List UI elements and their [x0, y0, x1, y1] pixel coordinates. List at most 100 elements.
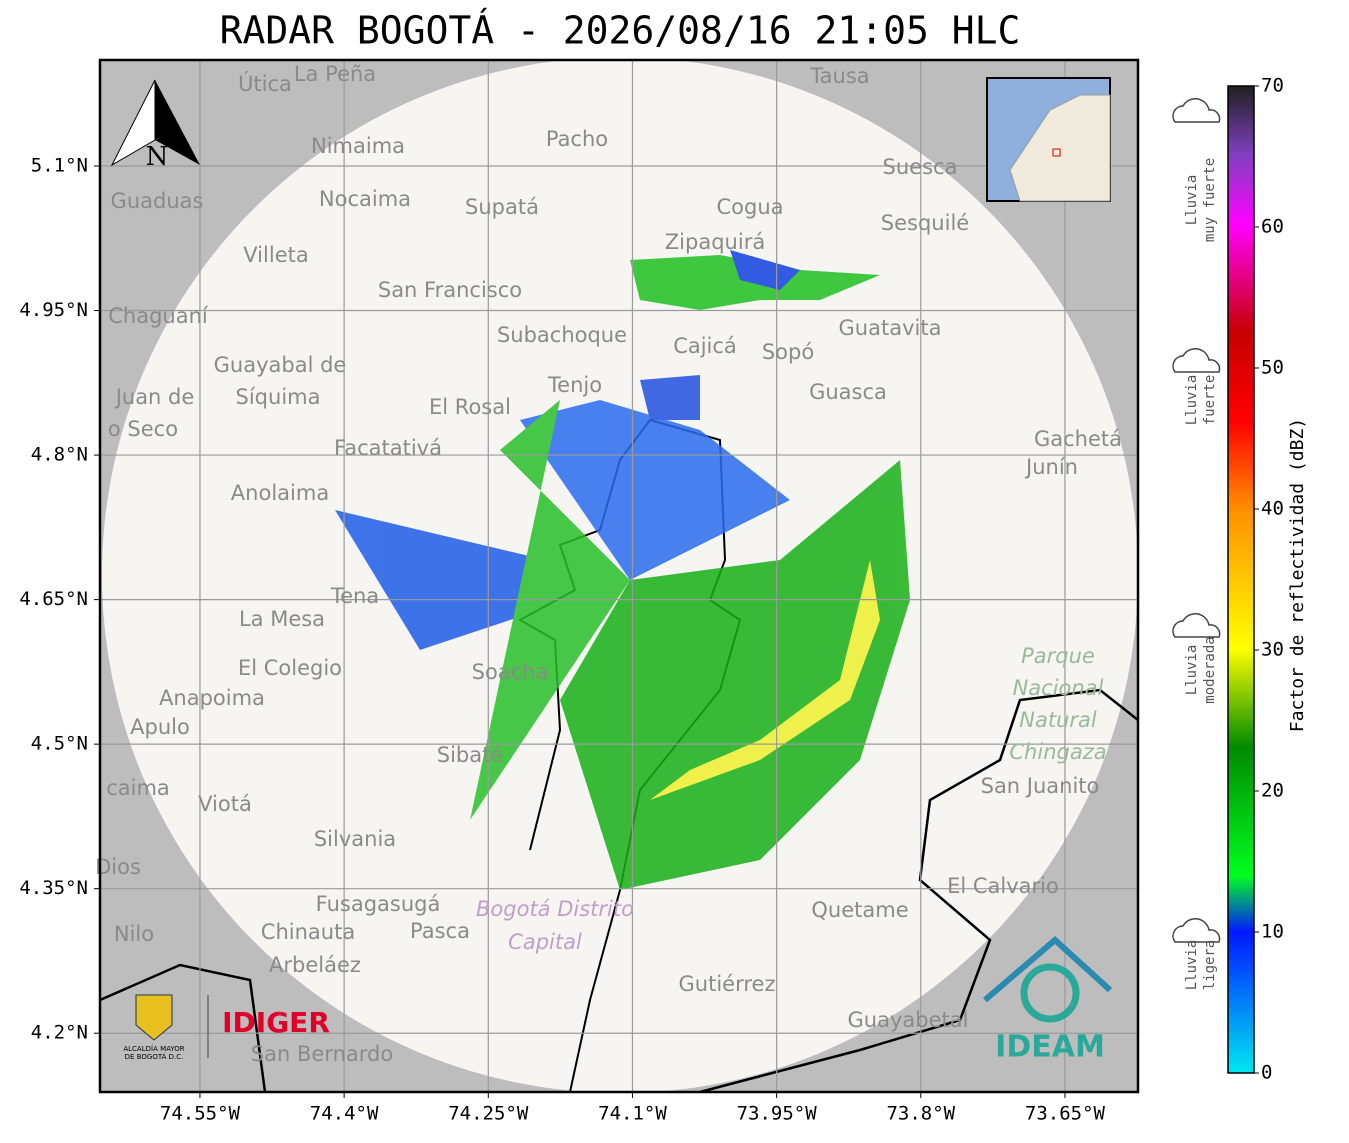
place: Tena — [330, 584, 379, 608]
x-tick-label: 74.1°W — [598, 1103, 667, 1125]
x-tick-label: 73.95°W — [737, 1103, 818, 1125]
rain-category: ligera — [1202, 940, 1218, 991]
colorbar-tick-label: 20 — [1261, 780, 1284, 802]
place: Juan de — [114, 385, 195, 409]
rain-category: fuerte — [1202, 375, 1218, 426]
place: Quetame — [811, 898, 908, 922]
place: La Peña — [294, 62, 376, 86]
place: El Colegio — [238, 656, 342, 680]
place: Viotá — [198, 792, 252, 816]
place: Cogua — [716, 195, 783, 219]
place: Guatavita — [839, 316, 942, 340]
basemap — [100, 60, 1138, 1092]
logo-text: DE BOGOTÁ D.C. — [125, 1052, 184, 1061]
rain-category: Lluvia — [1184, 645, 1200, 696]
x-tick-label: 73.8°W — [886, 1103, 955, 1125]
place: San Francisco — [378, 278, 522, 302]
rain-category: moderada — [1202, 636, 1218, 703]
place: caima — [106, 776, 170, 800]
rain-category: Lluvia — [1184, 940, 1200, 991]
park-label: Natural — [1019, 708, 1097, 732]
place: Guasca — [809, 380, 887, 404]
place: Sesquilé — [881, 211, 969, 235]
y-tick-label: 4.65°N — [19, 588, 88, 610]
place: Nilo — [114, 922, 154, 946]
place: Apulo — [130, 715, 190, 739]
district-label: Bogotá Distrito — [476, 897, 634, 921]
north-arrow: N — [110, 79, 200, 172]
grid — [100, 60, 1138, 1092]
place: Pasca — [410, 919, 470, 943]
district-label: Capital — [508, 930, 582, 954]
y-tick-label: 4.5°N — [31, 733, 88, 755]
rain-icon — [1172, 918, 1221, 943]
park-label: Parque — [1021, 644, 1095, 668]
rain-icon — [1172, 98, 1221, 123]
place: San Bernardo — [251, 1042, 393, 1066]
place: Nocaima — [319, 187, 411, 211]
park-label: Nacional — [1013, 676, 1104, 700]
y-tick-label: 4.8°N — [31, 444, 88, 466]
park-label: Chingaza — [1009, 740, 1106, 764]
logos: ALCALDÍA MAYOR DE BOGOTÁ D.C. IDIGER IDE… — [123, 935, 1113, 1065]
place: Guaduas — [111, 189, 204, 213]
place: Dios — [95, 855, 141, 879]
place: Facatativá — [334, 436, 442, 460]
place: Zipaquirá — [665, 230, 765, 254]
rain-category: Lluvia — [1184, 375, 1200, 426]
colorbar-tick-label: 10 — [1261, 921, 1284, 943]
place: Subachoque — [497, 323, 627, 347]
place: Cajicá — [673, 334, 737, 358]
logo-text: IDIGER — [222, 1006, 330, 1039]
colorbar-tick-label: 60 — [1261, 216, 1284, 238]
place: La Mesa — [239, 607, 325, 631]
place: Gutiérrez — [679, 972, 776, 996]
place: Útica — [238, 71, 292, 96]
y-tick-label: 4.35°N — [19, 877, 88, 899]
place: Chaguaní — [108, 304, 209, 328]
place: Supatá — [465, 195, 539, 219]
place: Fusagasugá — [316, 892, 441, 916]
rain-category: Lluvia — [1184, 175, 1200, 226]
place: o Seco — [108, 417, 178, 441]
colorbar-tick-label: 70 — [1261, 75, 1284, 97]
logo-text: ALCALDÍA MAYOR — [123, 1044, 184, 1053]
place: Síquima — [236, 385, 321, 409]
place: Gachetá — [1034, 427, 1122, 451]
place: Junín — [1024, 455, 1078, 479]
place: Tausa — [809, 64, 869, 88]
colorbar-tick-label: 40 — [1261, 498, 1284, 520]
x-tick-label: 74.55°W — [160, 1103, 241, 1125]
place: Suesca — [883, 155, 958, 179]
place: Anolaima — [231, 481, 329, 505]
rain-category: muy fuerte — [1202, 158, 1218, 242]
colorbar-tick-label: 50 — [1261, 357, 1284, 379]
place: Sopó — [762, 340, 814, 364]
y-tick-label: 4.2°N — [31, 1022, 88, 1044]
place: Tenjo — [547, 373, 602, 397]
place: Soacha — [472, 660, 549, 684]
logo-text: IDEAM — [995, 1030, 1105, 1065]
place: Nimaima — [311, 134, 405, 158]
inset-map — [986, 77, 1111, 202]
colorbar-tick-label: 0 — [1261, 1062, 1272, 1084]
rain-icon — [1172, 348, 1221, 373]
place: Pacho — [546, 127, 608, 151]
rain-icon — [1172, 613, 1221, 638]
x-tick-label: 74.25°W — [448, 1103, 529, 1125]
x-tick-label: 74.4°W — [310, 1103, 379, 1125]
place: El Rosal — [429, 395, 511, 419]
place: Guayabal de — [214, 353, 347, 377]
place: Villeta — [243, 243, 308, 267]
place: Arbeláez — [269, 953, 361, 977]
colorbar — [1227, 85, 1255, 1074]
radar-echo — [335, 250, 910, 890]
places: Útica La Peña Tausa Pacho Nimaima Guadua… — [95, 62, 1122, 1066]
place: Chinauta — [261, 920, 355, 944]
place: Anapoima — [159, 686, 265, 710]
place: Silvania — [314, 827, 396, 851]
y-tick-label: 5.1°N — [31, 154, 88, 176]
